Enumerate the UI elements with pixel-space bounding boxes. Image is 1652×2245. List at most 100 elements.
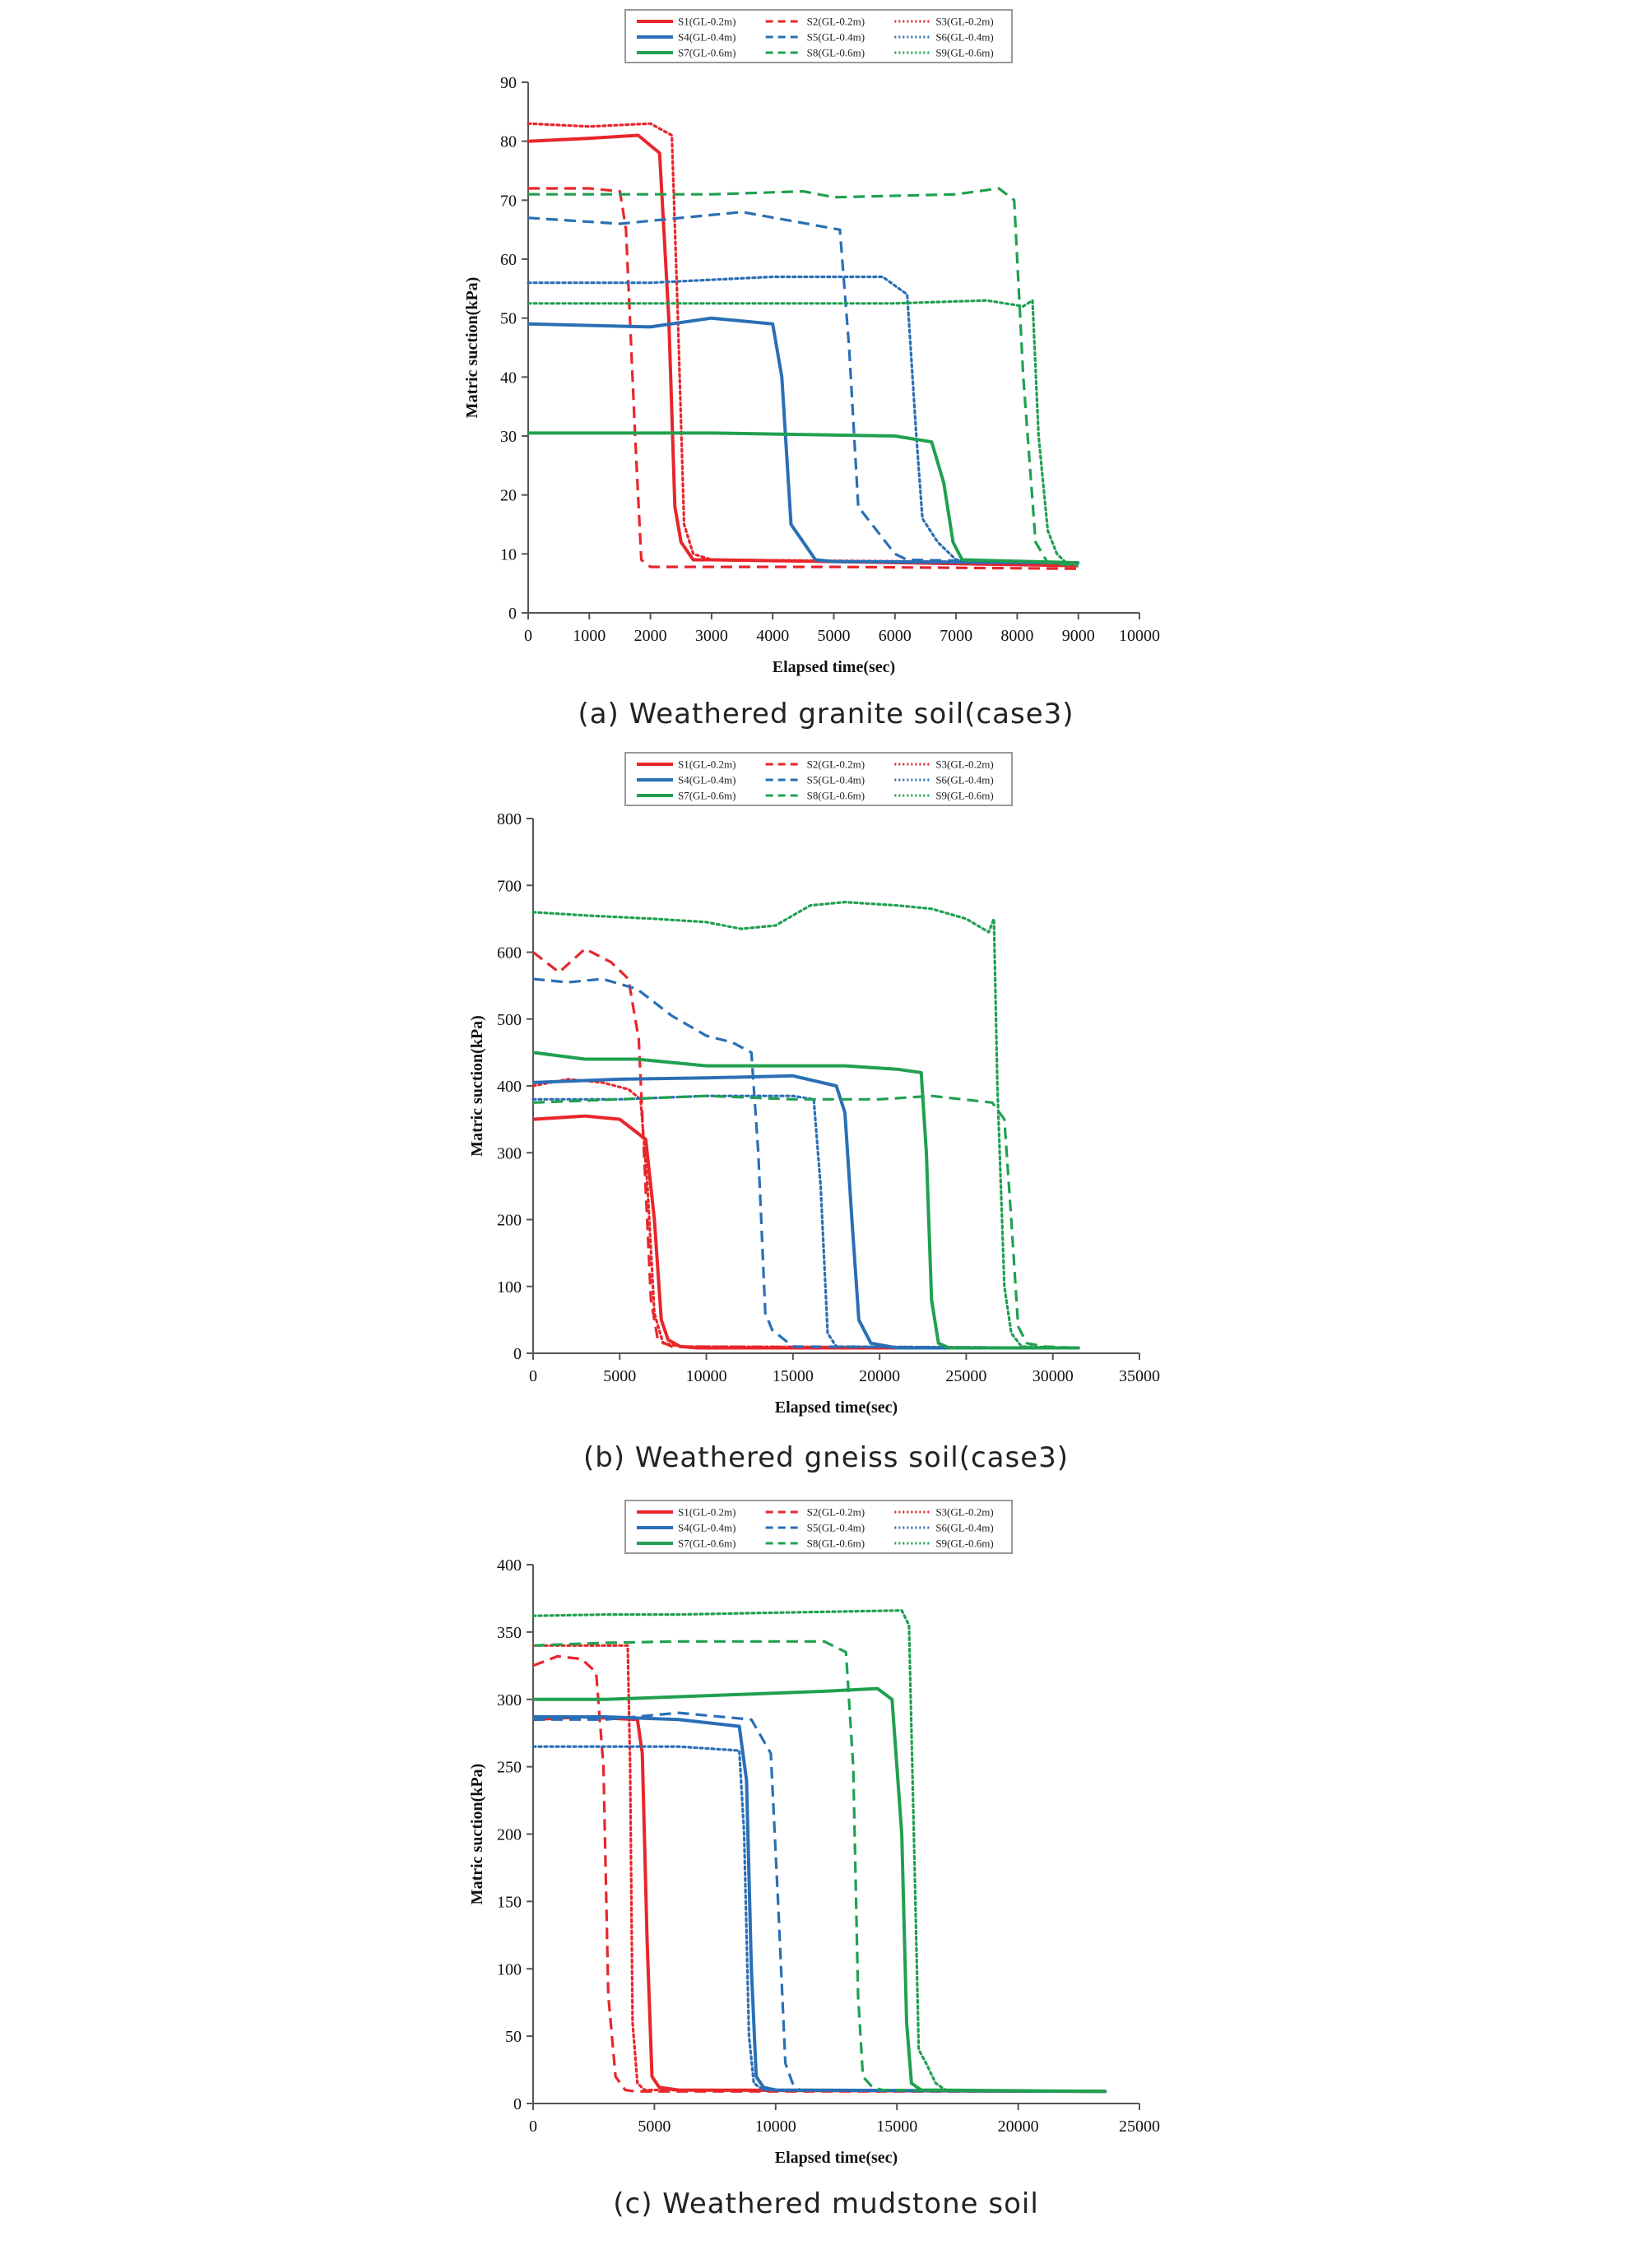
series-line-s9-gl-0-6m — [531, 901, 1080, 1350]
x-tick-label: 25000 — [945, 1367, 986, 1385]
y-tick-label: 100 — [497, 1960, 522, 1978]
x-tick-label: 25000 — [1119, 2117, 1160, 2136]
y-tick-label: 90 — [500, 74, 517, 92]
y-axis-title: Matric suction(kPa) — [468, 1015, 486, 1157]
y-tick-label: 500 — [497, 1011, 522, 1029]
y-tick-label: 0 — [508, 605, 517, 623]
series-line-s4-gl-0-4m — [533, 1715, 1106, 2094]
x-tick-label: 6000 — [879, 627, 912, 645]
legend-label: S7(GL-0.6m) — [678, 790, 736, 802]
x-tick-label: 15000 — [773, 1367, 814, 1385]
chart-c-svg: S1(GL-0.2m) S2(GL-0.2m) S3(GL-0.2m) S4(GL-0… — [468, 1500, 1160, 2167]
x-tick-label: 5000 — [638, 2117, 671, 2136]
caption-a: (a) Weathered granite soil(case3) — [578, 698, 1074, 731]
series-line-s8-gl-0-6m — [528, 187, 1079, 568]
series-line-s5-gl-0-4m — [532, 977, 1079, 1350]
legend-label: S3(GL-0.2m) — [935, 1506, 993, 1519]
y-tick-label: 20 — [500, 487, 517, 505]
chart-a-svg: S1(GL-0.2m) S2(GL-0.2m) S3(GL-0.2m) S4(GL-0… — [463, 9, 1160, 676]
legend-label: S2(GL-0.2m) — [807, 16, 865, 28]
legend-label: S8(GL-0.6m) — [807, 47, 865, 59]
legend-label: S8(GL-0.6m) — [807, 790, 865, 802]
x-tick-label: 5000 — [603, 1367, 636, 1385]
x-axis-title: Elapsed time(sec) — [773, 658, 895, 676]
series-line-s1-gl-0-2m — [532, 1114, 1079, 1350]
legend-label: S3(GL-0.2m) — [935, 16, 993, 28]
legend-label: S9(GL-0.6m) — [935, 47, 993, 59]
series-line-s2-gl-0-2m — [532, 1654, 1106, 2093]
legend-box — [624, 9, 1013, 63]
y-tick-label: 50 — [500, 310, 517, 328]
panel-c: S1(GL-0.2m) S2(GL-0.2m) S3(GL-0.2m) S4(GL-0… — [0, 1491, 1652, 2182]
series-line-s5-gl-0-4m — [533, 1711, 1106, 2093]
legend-label: S1(GL-0.2m) — [678, 758, 736, 771]
series-line-s9-gl-0-6m — [527, 299, 1080, 568]
series-line-s5-gl-0-4m — [527, 211, 1079, 564]
series-line-s3-gl-0-2m — [531, 1644, 1107, 2093]
legend-label: S4(GL-0.4m) — [678, 31, 736, 44]
x-tick-label: 4000 — [756, 627, 789, 645]
x-tick-label: 8000 — [1000, 627, 1033, 645]
series-line-s1-gl-0-2m — [532, 1715, 1106, 2094]
x-tick-label: 10000 — [686, 1367, 727, 1385]
legend-label: S7(GL-0.6m) — [678, 47, 736, 59]
x-axis-title: Elapsed time(sec) — [775, 2149, 898, 2167]
series-line-s1-gl-0-2m — [527, 133, 1079, 568]
legend-label: S7(GL-0.6m) — [678, 1538, 736, 1550]
panel-a: S1(GL-0.2m) S2(GL-0.2m) S3(GL-0.2m) S4(GL-0… — [0, 0, 1652, 691]
legend-label: S3(GL-0.2m) — [935, 758, 993, 771]
y-axis-title: Matric suction(kPa) — [468, 1764, 486, 1905]
legend-label: S8(GL-0.6m) — [807, 1538, 865, 1550]
y-tick-label: 300 — [497, 1691, 522, 1709]
series-line-s6-gl-0-4m — [531, 1094, 1080, 1350]
y-tick-label: 800 — [497, 810, 522, 828]
x-tick-label: 7000 — [940, 627, 972, 645]
y-tick-label: 350 — [497, 1624, 522, 1642]
y-tick-label: 80 — [500, 133, 517, 151]
y-tick-label: 150 — [497, 1893, 522, 1911]
series-line-s8-gl-0-6m — [532, 1094, 1079, 1350]
y-tick-label: 700 — [497, 877, 522, 895]
x-tick-label: 1000 — [573, 627, 606, 645]
legend-box — [624, 1500, 1013, 1554]
y-tick-label: 100 — [497, 1278, 522, 1296]
series-line-s4-gl-0-4m — [527, 316, 1079, 565]
x-tick-label: 20000 — [998, 2117, 1039, 2136]
series-line-s8-gl-0-6m — [532, 1640, 1106, 2093]
y-tick-label: 0 — [513, 2095, 522, 2113]
legend-box — [624, 752, 1013, 806]
series-line-s7-gl-0-6m — [528, 431, 1079, 565]
legend-b: S1(GL-0.2m) S2(GL-0.2m) S3(GL-0.2m) S4(GL-0… — [624, 752, 1013, 806]
legend-c: S1(GL-0.2m) S2(GL-0.2m) S3(GL-0.2m) S4(GL-0… — [624, 1500, 1013, 1554]
y-tick-label: 40 — [500, 369, 517, 387]
x-tick-label: 15000 — [876, 2117, 917, 2136]
x-tick-label: 0 — [524, 627, 532, 645]
legend-label: S6(GL-0.4m) — [935, 774, 993, 786]
x-tick-label: 20000 — [859, 1367, 900, 1385]
legend-label: S2(GL-0.2m) — [807, 758, 865, 771]
y-tick-label: 400 — [497, 1078, 522, 1096]
x-tick-label: 5000 — [818, 627, 851, 645]
y-tick-label: 300 — [497, 1144, 522, 1162]
y-tick-label: 10 — [500, 545, 517, 564]
legend-a: S1(GL-0.2m) S2(GL-0.2m) S3(GL-0.2m) S4(GL-0… — [624, 9, 1013, 63]
y-tick-label: 50 — [505, 2028, 522, 2046]
panel-b: S1(GL-0.2m) S2(GL-0.2m) S3(GL-0.2m) S4(GL-0… — [0, 744, 1652, 1436]
caption-c: (c) Weathered mudstone soil — [613, 2187, 1039, 2220]
x-tick-label: 10000 — [755, 2117, 796, 2136]
series-line-s7-gl-0-6m — [532, 1051, 1079, 1350]
chart-b-svg: S1(GL-0.2m) S2(GL-0.2m) S3(GL-0.2m) S4(GL-0… — [468, 752, 1160, 1417]
x-tick-label: 30000 — [1032, 1367, 1074, 1385]
legend-label: S9(GL-0.6m) — [935, 1538, 993, 1550]
legend-label: S5(GL-0.4m) — [807, 1522, 865, 1534]
legend-label: S9(GL-0.6m) — [935, 790, 993, 802]
y-tick-label: 0 — [513, 1345, 522, 1363]
y-tick-label: 600 — [497, 944, 522, 962]
y-axis-title: Matric suction(kPa) — [463, 277, 481, 419]
series-line-s9-gl-0-6m — [531, 1609, 1107, 2093]
x-tick-label: 0 — [529, 1367, 537, 1385]
y-tick-label: 200 — [497, 1212, 522, 1230]
series-line-s6-gl-0-4m — [531, 1745, 1107, 2093]
x-tick-label: 0 — [529, 2117, 537, 2136]
x-tick-label: 10000 — [1119, 627, 1160, 645]
